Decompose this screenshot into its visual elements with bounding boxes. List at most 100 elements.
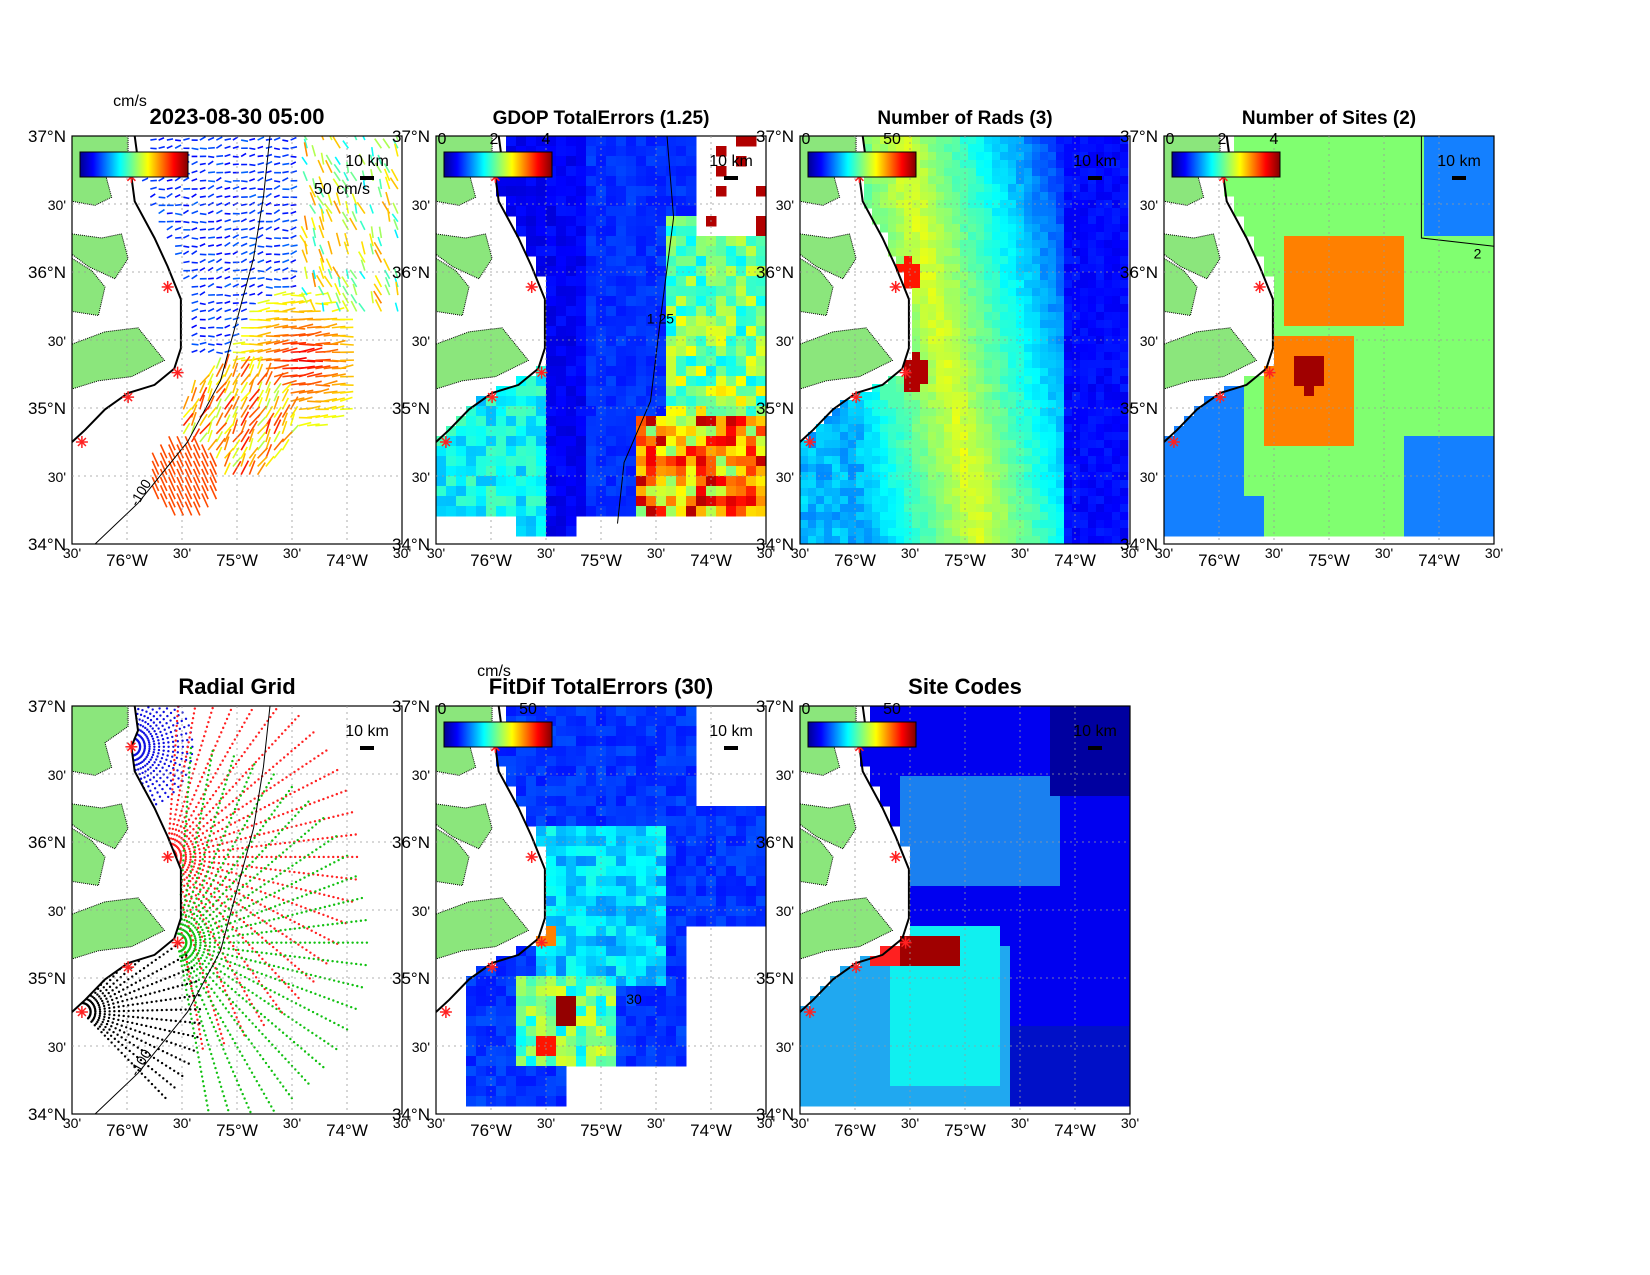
nrads-cell (936, 152, 945, 161)
nsites-cell (1314, 166, 1325, 177)
gdop-cell (536, 216, 547, 227)
gdop-cell (436, 506, 447, 517)
nrads-cell (1024, 152, 1033, 161)
gdop-cell (636, 296, 647, 307)
coastline (436, 136, 546, 443)
nrads-cell (1000, 384, 1009, 393)
nsites-cell (1414, 496, 1425, 507)
gdop-cell (576, 506, 587, 517)
gdop-cell (576, 356, 587, 367)
nrads-cell (960, 232, 969, 241)
nsites-cell (1464, 246, 1475, 257)
nrads-cell (1064, 384, 1073, 393)
gdop-cell (686, 226, 697, 237)
nsites-cell (1424, 216, 1435, 227)
land-mass-3 (1164, 327, 1258, 390)
nrads-cell (1080, 384, 1089, 393)
current-vector (350, 277, 358, 288)
nrads-cell (1064, 248, 1073, 257)
current-vector (207, 136, 215, 141)
gdop-cell (506, 176, 517, 187)
gdop-cell (606, 436, 617, 447)
nsites-cell (1334, 356, 1345, 367)
nsites-cell (1274, 146, 1285, 157)
nsites-cell (1474, 216, 1485, 227)
nrads-cell (968, 432, 977, 441)
nrads-cell (960, 352, 969, 361)
nrads-cell (936, 376, 945, 385)
gdop-cell (626, 186, 637, 197)
nrads-cell (912, 272, 921, 281)
nsites-cell (1394, 166, 1405, 177)
nsites-cell (1464, 226, 1475, 237)
gdop-cell (666, 156, 677, 167)
gdop-cell (596, 436, 607, 447)
gdop-cell (656, 426, 667, 437)
nrads-cell (936, 440, 945, 449)
nsites-cell (1394, 436, 1405, 447)
nsites-cell (1434, 286, 1445, 297)
current-vector (257, 251, 264, 256)
nsites-cell (1464, 376, 1475, 387)
gdop-cell (716, 146, 727, 157)
gdop-cell (646, 236, 657, 247)
nsites-cell (1404, 166, 1415, 177)
current-vector (207, 193, 215, 198)
current-vector (369, 243, 374, 255)
nrads-cell (936, 536, 945, 544)
gdop-cell (446, 476, 457, 487)
current-vector (257, 447, 269, 459)
current-vector (208, 335, 215, 338)
nsites-cell (1484, 266, 1494, 277)
gdop-cell (526, 426, 537, 437)
nrads-cell (800, 512, 809, 521)
nsites-cell (1434, 166, 1445, 177)
nrads-cell (864, 392, 873, 401)
gdop-cell (436, 466, 447, 477)
nrads-cell (936, 192, 945, 201)
nrads-cell (1016, 152, 1025, 161)
nrads-cell (1080, 240, 1089, 249)
nsites-cell (1314, 336, 1325, 347)
current-vector (352, 283, 358, 296)
nrads-cell (1040, 400, 1049, 409)
scale-bar-label: 10 km (709, 153, 753, 170)
nrads-cell (1000, 416, 1009, 425)
current-vector (265, 170, 272, 174)
current-vector (265, 428, 271, 443)
nsites-cell (1464, 196, 1475, 207)
gdop-cell (566, 216, 577, 227)
gdop-cell (566, 286, 577, 297)
current-vector (273, 412, 283, 427)
gdop-cell (656, 326, 667, 337)
nrads-cell (872, 208, 881, 217)
nsites-cell (1414, 216, 1425, 227)
current-vector (282, 229, 289, 232)
gdop-cell (656, 406, 667, 417)
nsites-cell (1354, 426, 1365, 437)
current-vector (395, 136, 399, 141)
gdop-cell (536, 396, 547, 407)
gdop-cell (546, 436, 557, 447)
current-vector (323, 372, 339, 378)
nsites-cell (1464, 296, 1475, 307)
nsites-cell (1394, 296, 1405, 307)
nrads-cell (880, 464, 889, 473)
gdop-cell (706, 316, 717, 327)
gdop-cell (526, 506, 537, 517)
nsites-cell (1304, 206, 1315, 217)
nrads-cell (1120, 504, 1129, 513)
gdop-cell (536, 446, 547, 457)
nsites-cell (1354, 296, 1365, 307)
current-vector (315, 384, 331, 387)
nrads-cell (944, 280, 953, 289)
lat-tick-label: 34°N (756, 535, 794, 554)
nrads-cell (984, 392, 993, 401)
nsites-cell (1264, 426, 1275, 437)
nrads-cell (976, 304, 985, 313)
gdop-cell (676, 366, 687, 377)
nsites-cell (1404, 186, 1415, 197)
gdop-cell (586, 346, 597, 357)
nrads-cell (1120, 464, 1129, 473)
nrads-cell (1040, 440, 1049, 449)
